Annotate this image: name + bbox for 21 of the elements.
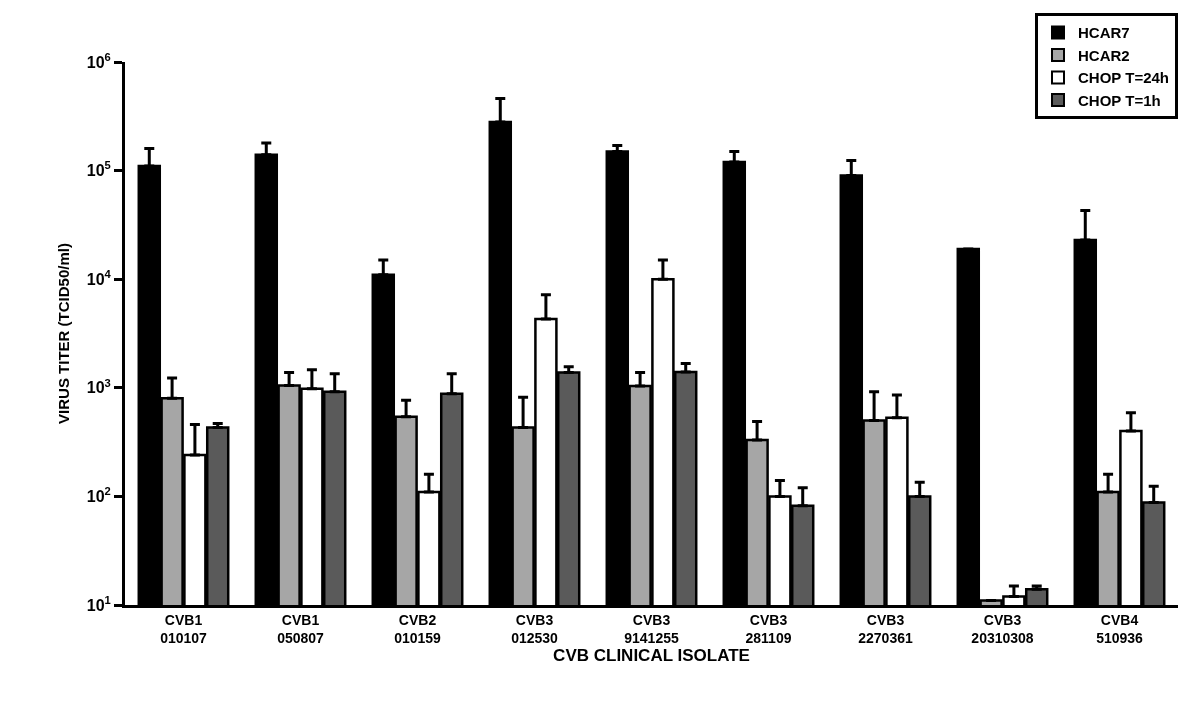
legend-label: CHOP T=24h bbox=[1078, 69, 1170, 87]
y-tick-label: 10$^{6}$ bbox=[86, 50, 111, 71]
y-axis-title: VIRUS TITER (TCID50/ml) bbox=[55, 243, 73, 424]
y-tick-label: 10$^{3}$ bbox=[86, 376, 111, 397]
x-tick-label: CVB3 012530 bbox=[511, 611, 559, 646]
legend-label: HCAR7 bbox=[1078, 24, 1130, 42]
x-tick-label: CVB3 20310308 bbox=[971, 611, 1034, 646]
y-tick-label: 10$^{1}$ bbox=[86, 593, 111, 614]
x-tick-label: CVB4 510936 bbox=[1096, 611, 1144, 646]
x-tick-label: CVB2 010159 bbox=[394, 611, 442, 646]
x-axis-title: CVB CLINICAL ISOLATE bbox=[553, 646, 750, 665]
x-tick-label: CVB1 010107 bbox=[160, 611, 208, 646]
y-tick-label: 10$^{4}$ bbox=[86, 268, 112, 288]
x-tick-label: CVB1 050807 bbox=[277, 611, 325, 646]
x-tick-label: CVB3 281109 bbox=[745, 611, 792, 646]
y-tick-label: 10$^{5}$ bbox=[86, 159, 111, 180]
x-tick-label: CVB3 2270361 bbox=[858, 611, 913, 646]
legend-label: HCAR2 bbox=[1078, 46, 1130, 64]
x-tick-label: CVB3 9141255 bbox=[624, 611, 679, 646]
y-tick-label: 10$^{2}$ bbox=[86, 485, 111, 505]
legend-label: CHOP T=1h bbox=[1078, 91, 1161, 109]
